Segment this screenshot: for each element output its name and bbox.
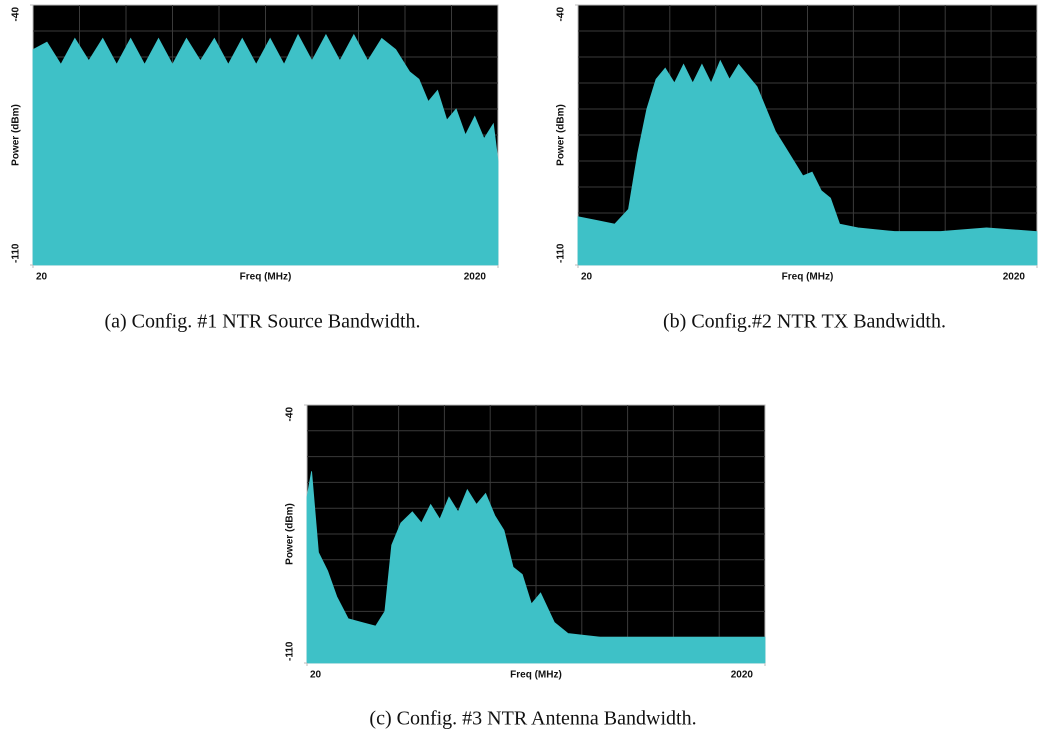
y-tick-label: -40 [11, 7, 22, 22]
x-axis-label: Freq (MHz) [510, 670, 562, 681]
y-tick-label: -110 [11, 243, 22, 263]
spectrum-area [577, 59, 1038, 266]
x-tick-label: 2020 [731, 670, 754, 681]
x-axis-label: Freq (MHz) [782, 272, 834, 283]
spectrum-area [306, 471, 766, 664]
caption: (a) Config. #1 NTR Source Bandwidth. [104, 311, 420, 333]
x-tick-label: 2020 [1003, 272, 1026, 283]
y-tick-label: -110 [285, 641, 296, 661]
x-tick-label: 20 [36, 272, 48, 283]
y-axis-label: Power (dBm) [556, 104, 567, 166]
y-axis-label: Power (dBm) [285, 503, 296, 565]
y-tick-label: -110 [556, 243, 567, 263]
caption: (c) Config. #3 NTR Antenna Bandwidth. [369, 708, 696, 730]
y-axis-label: Power (dBm) [11, 104, 22, 166]
spectrum-area [32, 33, 499, 266]
x-tick-label: 2020 [464, 272, 487, 283]
x-axis-label: Freq (MHz) [240, 272, 292, 283]
y-tick-label: -40 [556, 7, 567, 22]
caption: (b) Config.#2 NTR TX Bandwidth. [663, 311, 946, 333]
x-tick-label: 20 [581, 272, 593, 283]
x-tick-label: 20 [310, 670, 322, 681]
y-tick-label: -40 [285, 407, 296, 422]
